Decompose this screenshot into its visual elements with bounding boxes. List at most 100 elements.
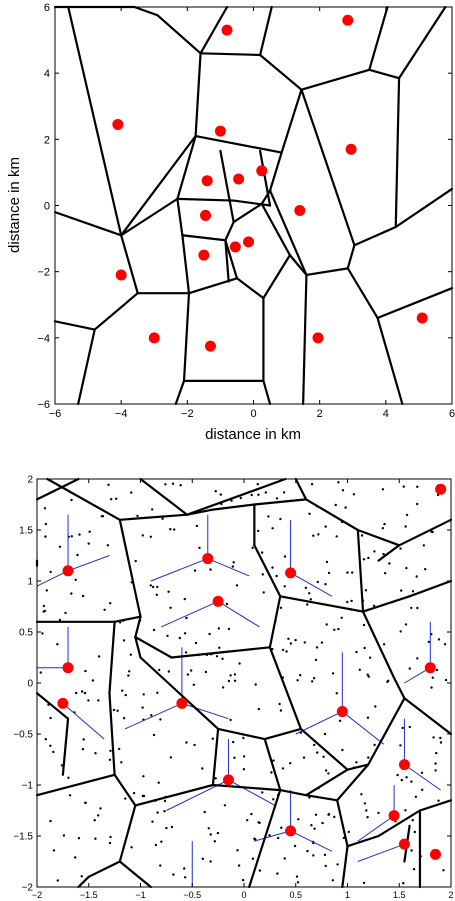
sample-dot <box>239 496 242 500</box>
voronoi-edge <box>376 316 404 406</box>
sample-dot <box>67 776 70 779</box>
sample-dot <box>124 797 127 800</box>
sample-dot <box>169 528 172 531</box>
voronoi-edge <box>377 544 401 562</box>
sample-dot <box>149 535 152 538</box>
sample-dot <box>163 810 166 813</box>
y-tick-labels: −6 −4 −2 0 2 4 6 <box>37 2 452 411</box>
sample-dot <box>118 747 121 751</box>
voronoi-edge <box>224 239 239 280</box>
sample-dot <box>154 843 158 847</box>
voronoi-edge <box>305 498 359 532</box>
sample-dot <box>201 767 204 770</box>
connection-link <box>290 572 333 597</box>
sample-dot <box>306 603 309 606</box>
voronoi-edge <box>118 860 152 889</box>
station-point <box>435 483 447 495</box>
voronoi-edge <box>108 620 116 695</box>
sample-dot <box>237 864 241 867</box>
voronoi-edges <box>35 477 453 889</box>
sample-dot <box>416 657 419 660</box>
voronoi-edge <box>346 834 380 848</box>
y-tick-label: −2 <box>37 267 50 279</box>
sample-dot <box>109 602 112 605</box>
sample-dot <box>214 777 217 780</box>
sample-dot <box>294 638 297 642</box>
voronoi-edge <box>211 727 220 787</box>
sample-dot <box>408 725 411 729</box>
station-point <box>345 143 357 155</box>
sample-dot <box>161 517 164 520</box>
sample-dot <box>81 594 85 598</box>
voronoi-edge <box>235 277 265 300</box>
y-tick-labels: −2 −1.5 −1 −0.5 0 0.5 1 1.5 2 <box>13 475 451 894</box>
sample-dot <box>338 719 342 722</box>
station-point <box>201 175 213 187</box>
station-point <box>148 332 160 344</box>
sample-dot <box>367 756 370 759</box>
station-point <box>312 332 324 344</box>
sample-dot <box>314 813 318 816</box>
sample-dot <box>302 756 306 759</box>
voronoi-edge <box>397 5 447 80</box>
voronoi-edge <box>263 727 303 741</box>
x-tick-label: −0.5 <box>183 890 201 900</box>
station-points <box>112 14 428 352</box>
station-point <box>62 565 74 577</box>
sample-dot <box>277 836 280 840</box>
sample-dot <box>49 570 52 574</box>
sample-dot <box>360 793 363 796</box>
sample-dot <box>80 875 83 878</box>
sample-dot <box>183 867 186 870</box>
y-tick-label: 1.5 <box>19 526 33 537</box>
sample-dot <box>324 769 328 772</box>
sample-dot <box>410 780 413 783</box>
sample-dot <box>399 744 402 747</box>
connection-link <box>150 558 208 582</box>
voronoi-edge <box>260 189 272 205</box>
sample-dot <box>130 491 133 494</box>
sample-dot <box>83 691 87 695</box>
sample-dot <box>411 590 415 593</box>
voronoi-edge <box>199 52 262 57</box>
sample-dot <box>44 535 47 538</box>
sample-dot <box>373 550 376 553</box>
sample-dot <box>437 799 440 802</box>
x-tick-label: 0.5 <box>289 890 302 900</box>
sample-dot <box>218 646 221 649</box>
voronoi-edge <box>176 134 197 200</box>
sample-dot <box>365 809 368 812</box>
sample-dot <box>87 542 90 545</box>
sample-dot <box>163 799 167 803</box>
sample-dot <box>43 609 47 613</box>
x-tick-label: 2 <box>448 890 453 900</box>
voronoi-edge <box>232 199 272 207</box>
sample-dot <box>142 794 146 798</box>
y-tick-label: 6 <box>44 2 50 14</box>
sample-dot <box>110 498 113 501</box>
station-point <box>285 825 297 837</box>
station-point <box>398 759 410 771</box>
y-tick-label: −6 <box>37 399 50 411</box>
sample-dot <box>230 499 233 502</box>
sample-dot <box>351 571 354 574</box>
sample-dot <box>68 794 72 797</box>
sample-dot <box>412 868 416 871</box>
sample-dot <box>315 646 319 649</box>
voronoi-edge <box>262 254 291 300</box>
voronoi-edge <box>300 88 356 247</box>
sample-dot <box>229 674 232 677</box>
connection-link <box>181 702 229 720</box>
voronoi-edge <box>176 197 184 237</box>
voronoi-edge <box>93 292 139 331</box>
connection-link <box>342 711 385 745</box>
voronoi-edge <box>139 477 189 516</box>
voronoi-edge <box>134 635 142 659</box>
sample-dot <box>209 568 212 571</box>
sample-dot <box>158 668 161 672</box>
sample-dot <box>193 569 197 572</box>
sample-dot <box>272 798 275 801</box>
sample-dot <box>215 655 219 658</box>
sample-dot <box>238 662 241 665</box>
sample-dot <box>217 627 221 630</box>
